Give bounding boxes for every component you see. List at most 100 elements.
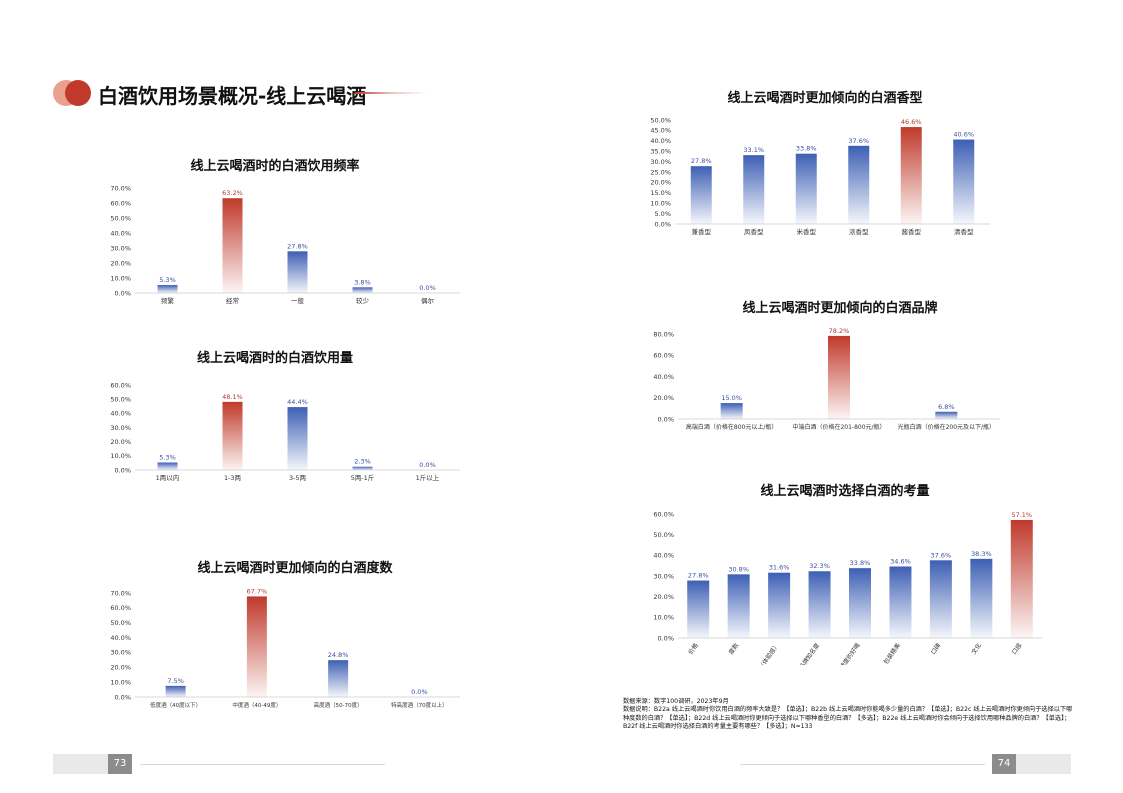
bar-aroma-5 <box>953 139 975 224</box>
bar-aroma-2 <box>795 153 817 224</box>
value-label: 6.8% <box>938 403 955 411</box>
footer-left-bar <box>53 754 108 774</box>
x-tick-label: 偶尔 <box>421 296 435 305</box>
header-logo <box>52 78 96 108</box>
chart-freq: 0.0% 10.0% 20.0% 30.0% 40.0% 50.0% 60.0% 70.0% 5… <box>110 184 460 305</box>
x-tick-label: 文化 <box>970 642 983 656</box>
bar-amount-3 <box>352 466 373 470</box>
chart-title-brand: 线上云喝酒时更加倾向的白酒品牌 <box>742 301 938 316</box>
x-tick-label: 低度酒（40度以下） <box>150 701 201 709</box>
bar-factors-4 <box>849 568 871 638</box>
y-tick-label: 5.0% <box>654 210 671 218</box>
x-tick-label: 1两以内 <box>156 473 180 482</box>
value-label: 37.6% <box>848 137 869 145</box>
y-tick-label: 45.0% <box>650 127 671 135</box>
bar-degree-1 <box>246 596 267 697</box>
y-tick-label: 10.0% <box>110 452 131 460</box>
x-tick-label: 清香型 <box>954 227 974 236</box>
chart-amount: 0.0% 10.0% 20.0% 30.0% 40.0% 50.0% 60.0% 5.3% 1两… <box>110 381 460 482</box>
value-label: 0.0% <box>419 284 436 292</box>
value-label: 27.8% <box>287 242 308 250</box>
value-label: 33.8% <box>850 559 871 567</box>
x-tick-label: 1斤以上 <box>416 473 440 482</box>
y-tick-label: 0.0% <box>114 693 131 701</box>
bar-degree-2 <box>328 660 349 697</box>
y-tick-label: 10.0% <box>653 614 674 622</box>
y-tick-label: 50.0% <box>110 214 131 222</box>
x-tick-label: 1-3两 <box>224 474 242 482</box>
y-tick-label: 0.0% <box>654 220 671 228</box>
value-label: 37.6% <box>931 551 952 559</box>
value-label: 5.3% <box>159 276 176 284</box>
y-tick-label: 20.0% <box>110 259 131 267</box>
y-tick-label: 40.0% <box>653 552 674 560</box>
x-tick-label: 米香型 <box>797 227 817 236</box>
bar-factors-5 <box>889 566 912 638</box>
value-label: 24.8% <box>328 651 349 659</box>
y-tick-label: 20.0% <box>110 664 131 672</box>
chart-degree: 0.0% 10.0% 20.0% 30.0% 40.0% 50.0% 60.0% 70.0% 7… <box>110 587 460 709</box>
bar-aroma-3 <box>848 145 870 224</box>
y-tick-label: 70.0% <box>110 184 131 192</box>
y-tick-label: 40.0% <box>653 373 674 381</box>
bar-factors-7 <box>970 558 993 638</box>
value-label: 2.3% <box>354 458 371 466</box>
y-tick-label: 40.0% <box>110 229 131 237</box>
value-label: 3.8% <box>354 278 371 286</box>
title-underline <box>355 92 427 94</box>
y-tick-label: 20.0% <box>650 179 671 187</box>
value-label: 33.1% <box>743 146 764 154</box>
y-tick-label: 30.0% <box>110 244 131 252</box>
y-tick-label: 10.0% <box>650 200 671 208</box>
y-tick-label: 0.0% <box>657 415 674 423</box>
value-label: 0.0% <box>419 461 436 469</box>
data-description: 数据说明：B22a 线上云喝酒时你饮用白酒的频率大致是？【单选】；B22b 线上… <box>623 706 1073 731</box>
bar-factors-3 <box>808 571 831 638</box>
value-label: 7.5% <box>167 677 184 685</box>
bar-brand-2 <box>935 411 958 419</box>
bar-amount-2 <box>287 407 308 470</box>
value-label: 27.8% <box>688 572 709 580</box>
y-tick-label: 20.0% <box>653 394 674 402</box>
value-label: 34.6% <box>890 557 911 565</box>
y-tick-label: 50.0% <box>110 395 131 403</box>
bar-aroma-1 <box>743 155 765 224</box>
x-tick-label: 特高度酒（70度以上） <box>391 701 448 709</box>
bar-freq-2 <box>287 251 308 293</box>
value-label: 5.3% <box>159 453 176 461</box>
bar-brand-0 <box>720 403 743 419</box>
y-tick-label: 80.0% <box>653 330 674 338</box>
bar-degree-0 <box>165 685 186 697</box>
bar-factors-2 <box>768 572 791 638</box>
value-label: 38.3% <box>971 550 992 558</box>
x-tick-label: 口碑 <box>929 642 942 656</box>
bar-freq-3 <box>352 287 373 293</box>
y-tick-label: 50.0% <box>110 619 131 627</box>
bar-amount-0 <box>157 462 178 470</box>
x-tick-label: 中端白酒（价格在201-800元/瓶） <box>792 423 885 431</box>
chart-aroma: 0.0% 5.0% 10.0% 15.0% 20.0% 25.0% 30.0% 35.0% 40… <box>650 116 990 236</box>
chart-title-factors: 线上云喝酒时选择白酒的考量 <box>760 484 930 499</box>
x-tick-label: 高度酒（50-70度） <box>314 701 363 709</box>
x-tick-label: 高端白酒（价格在800元以上/瓶） <box>686 423 777 431</box>
value-label: 40.6% <box>953 131 974 139</box>
x-tick-label: 经常 <box>226 296 239 305</box>
bar-amount-1 <box>222 401 243 470</box>
y-tick-label: 30.0% <box>653 572 674 580</box>
y-tick-label: 20.0% <box>110 438 131 446</box>
y-tick-label: 60.0% <box>110 199 131 207</box>
chart-title-amount: 线上云喝酒时的白酒饮用量 <box>196 351 353 366</box>
y-tick-label: 50.0% <box>650 116 671 124</box>
value-label: 57.1% <box>1011 511 1032 519</box>
chart-title-degree: 线上云喝酒时更加倾向的白酒度数 <box>197 561 393 576</box>
bar-brand-1 <box>828 335 850 419</box>
bar-aroma-0 <box>690 166 712 224</box>
chart-factors: 0.0% 10.0% 20.0% 30.0% 40.0% 50.0% 60.0% 27.8% 价… <box>653 510 1042 665</box>
bar-freq-1 <box>222 198 243 293</box>
footer-right-line <box>740 764 985 765</box>
value-label: 46.6% <box>901 118 922 126</box>
bar-freq-0 <box>157 285 178 293</box>
data-notes: 数据来源：数字100调研，2023年9月 数据说明：B22a 线上云喝酒时你饮用… <box>623 698 1073 732</box>
value-label: 63.2% <box>222 189 243 197</box>
footer-left-line <box>140 764 385 765</box>
